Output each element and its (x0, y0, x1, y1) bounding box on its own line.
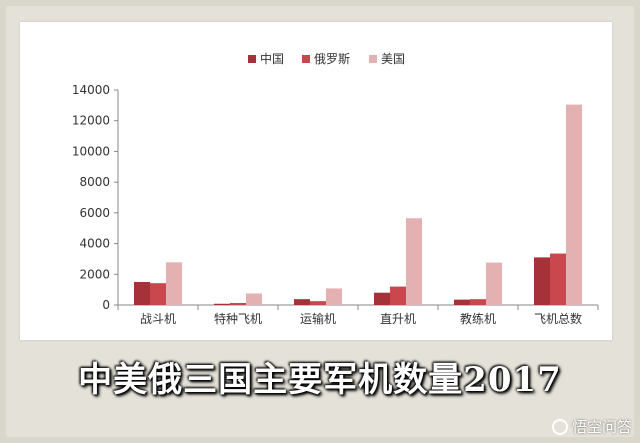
y-tick-label: 6000 (79, 206, 110, 220)
legend-swatch (369, 55, 377, 63)
x-tick-label: 教练机 (460, 311, 496, 326)
legend-label: 中国 (260, 51, 284, 66)
y-tick-label: 0 (102, 298, 110, 312)
bar-chart: 0 2000 4000 6000 8000 10000 12000 14000 战斗机 特种飞机 运… (72, 51, 599, 326)
bar-usa (406, 218, 422, 305)
y-tick-label: 10000 (72, 144, 110, 158)
bar-china (454, 299, 470, 305)
caption-title: 中美俄三国主要军机数量2017 (78, 360, 562, 400)
y-tick-label: 2000 (79, 267, 110, 281)
chart-paper: 0 2000 4000 6000 8000 10000 12000 14000 战斗机 特种飞机 运… (20, 22, 612, 340)
bar-usa (166, 262, 182, 305)
legend-label: 美国 (381, 52, 405, 66)
bar-china (534, 257, 550, 305)
y-tick-label: 8000 (79, 175, 110, 189)
bar-russia (470, 299, 486, 305)
bar-china (214, 303, 230, 305)
x-tick-label: 飞机总数 (534, 311, 582, 326)
y-tick-label: 14000 (72, 83, 110, 97)
bar-china (294, 299, 310, 305)
bar-usa (246, 293, 262, 305)
y-tick-label: 4000 (79, 237, 110, 251)
x-tick-label: 运输机 (300, 311, 336, 326)
bar-usa (566, 104, 582, 305)
bar-russia (230, 303, 246, 305)
bar-usa (326, 288, 342, 305)
x-tick-label: 战斗机 (140, 312, 176, 326)
legend-label: 俄罗斯 (314, 52, 350, 66)
x-tick-label: 特种飞机 (214, 311, 262, 326)
x-tick-label: 直升机 (380, 312, 416, 326)
bar-russia (550, 253, 566, 305)
bar-usa (486, 262, 502, 305)
bar-russia (150, 283, 166, 305)
bar-china (374, 292, 390, 305)
legend-swatch (248, 55, 256, 63)
watermark-logo-icon (551, 418, 568, 435)
legend-swatch (302, 55, 310, 63)
watermark: 悟空问答 (551, 416, 632, 437)
bar-china (134, 281, 150, 305)
watermark-text: 悟空问答 (571, 418, 632, 436)
y-tick-label: 12000 (72, 114, 110, 128)
bar-russia (310, 301, 326, 305)
bar-russia (390, 286, 406, 305)
